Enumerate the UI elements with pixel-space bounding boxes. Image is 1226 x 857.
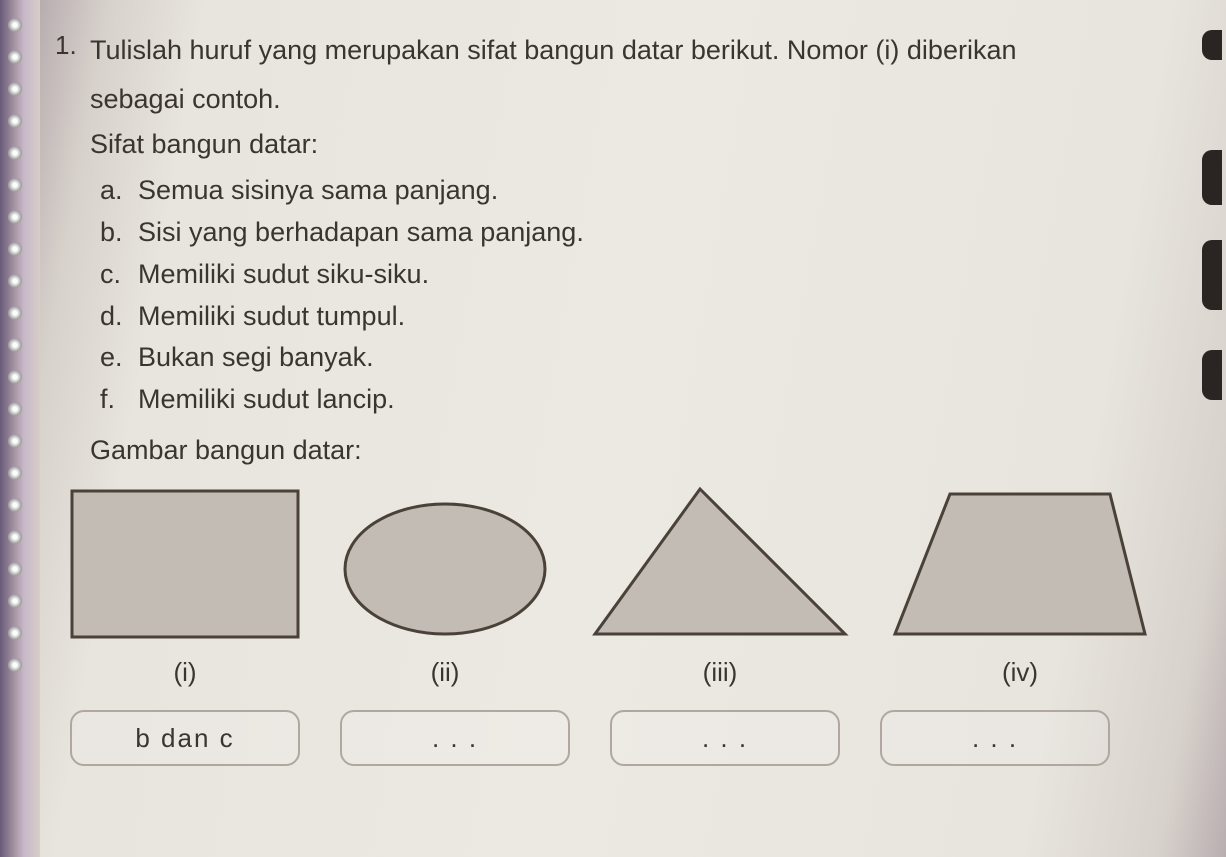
shapes-heading: Gambar bangun datar: bbox=[90, 435, 1186, 466]
triangle-icon bbox=[590, 484, 850, 639]
property-item: f.Memiliki sudut lancip. bbox=[100, 379, 1186, 421]
trapezoid-icon bbox=[890, 489, 1150, 639]
shapes-row: (i) (ii) (iii) (iv) bbox=[70, 484, 1186, 688]
answer-box-iv[interactable]: . . . bbox=[880, 710, 1110, 766]
property-letter: d. bbox=[100, 296, 138, 338]
property-text: Bukan segi banyak. bbox=[138, 337, 374, 379]
answer-box-iii[interactable]: . . . bbox=[610, 710, 840, 766]
spiral-binding bbox=[8, 0, 28, 857]
property-letter: e. bbox=[100, 337, 138, 379]
property-text: Memiliki sudut lancip. bbox=[138, 379, 395, 421]
shape-trapezoid: (iv) bbox=[890, 489, 1150, 688]
rectangle-icon bbox=[70, 489, 300, 639]
book-binding bbox=[0, 0, 40, 857]
shape-label: (iv) bbox=[1002, 657, 1038, 688]
property-letter: a. bbox=[100, 170, 138, 212]
shape-ellipse: (ii) bbox=[340, 499, 550, 688]
answers-row: b dan c . . . . . . . . . bbox=[70, 710, 1186, 766]
shape-label: (ii) bbox=[431, 657, 460, 688]
shape-label: (iii) bbox=[703, 657, 738, 688]
properties-heading: Sifat bangun datar: bbox=[90, 129, 1186, 160]
shape-triangle: (iii) bbox=[590, 484, 850, 688]
shape-rectangle: (i) bbox=[70, 489, 300, 688]
question-text-line1: Tulislah huruf yang merupakan sifat bang… bbox=[90, 30, 1186, 71]
question-text-line2: sebagai contoh. bbox=[90, 79, 1186, 120]
property-text: Sisi yang berhadapan sama panjang. bbox=[138, 212, 584, 254]
property-item: d.Memiliki sudut tumpul. bbox=[100, 296, 1186, 338]
property-item: a.Semua sisinya sama panjang. bbox=[100, 170, 1186, 212]
ellipse-icon bbox=[340, 499, 550, 639]
property-text: Semua sisinya sama panjang. bbox=[138, 170, 498, 212]
property-letter: c. bbox=[100, 254, 138, 296]
properties-list: a.Semua sisinya sama panjang. b.Sisi yan… bbox=[100, 170, 1186, 421]
property-text: Memiliki sudut siku-siku. bbox=[138, 254, 429, 296]
property-item: b.Sisi yang berhadapan sama panjang. bbox=[100, 212, 1186, 254]
answer-box-ii[interactable]: . . . bbox=[340, 710, 570, 766]
question-number: 1. bbox=[55, 30, 77, 61]
property-letter: f. bbox=[100, 379, 138, 421]
property-item: c.Memiliki sudut siku-siku. bbox=[100, 254, 1186, 296]
property-text: Memiliki sudut tumpul. bbox=[138, 296, 405, 338]
property-letter: b. bbox=[100, 212, 138, 254]
answer-box-i[interactable]: b dan c bbox=[70, 710, 300, 766]
shape-label: (i) bbox=[173, 657, 196, 688]
property-item: e.Bukan segi banyak. bbox=[100, 337, 1186, 379]
